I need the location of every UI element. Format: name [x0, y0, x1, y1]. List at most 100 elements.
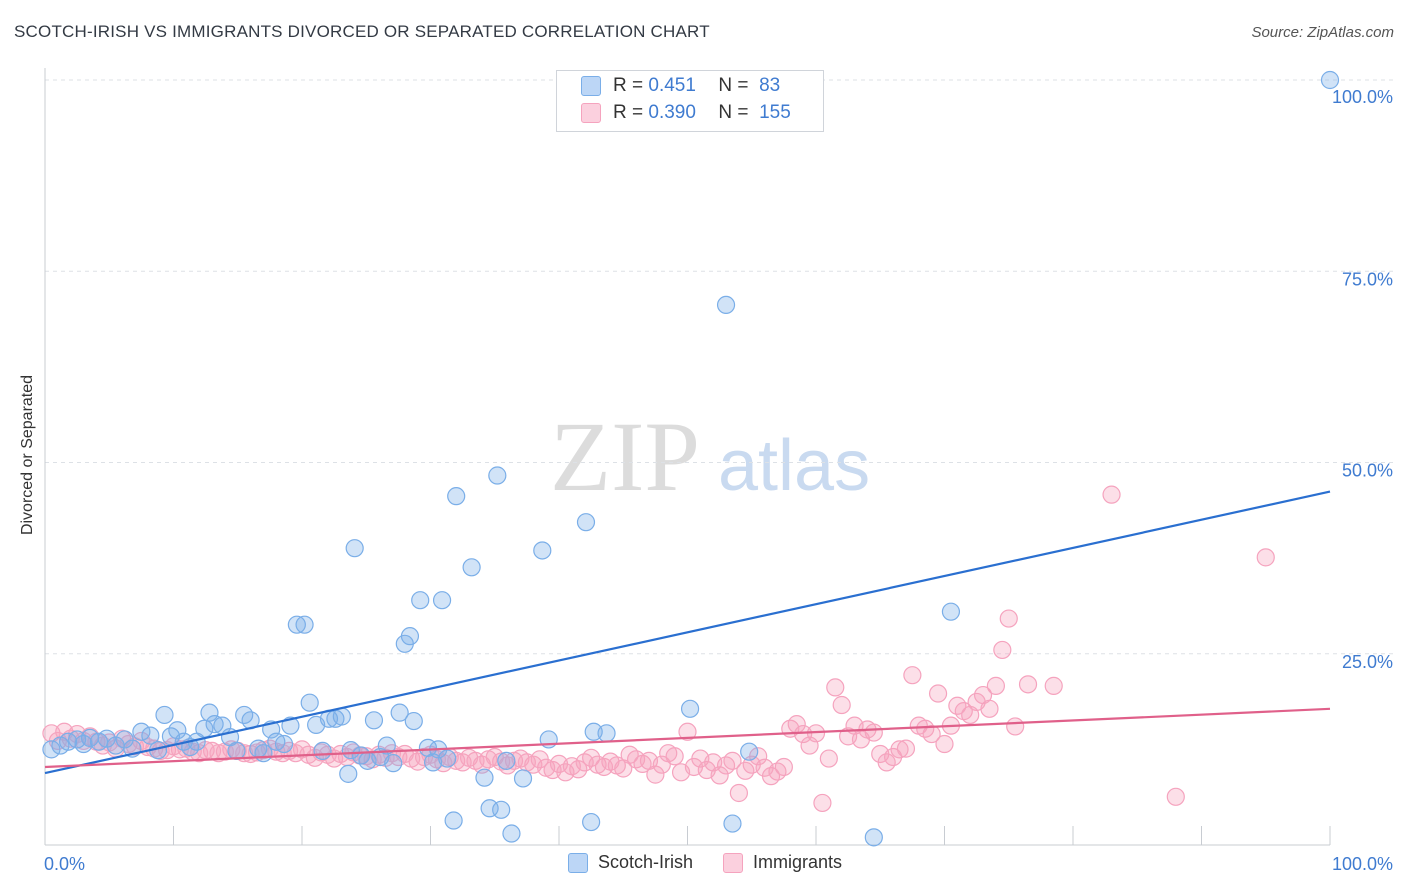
- point-scotch-irish: [411, 591, 430, 610]
- point-immigrants: [710, 766, 729, 785]
- chart-title: SCOTCH-IRISH VS IMMIGRANTS DIVORCED OR S…: [14, 22, 710, 41]
- point-scotch-irish: [438, 749, 457, 768]
- point-immigrants: [896, 739, 916, 758]
- point-immigrants: [935, 734, 954, 754]
- point-immigrants: [678, 722, 697, 741]
- point-scotch-irish: [680, 699, 700, 718]
- trend-lines: [44, 490, 1331, 775]
- legend-row-immigrants: R = 0.390 N = 155: [581, 100, 791, 126]
- series-scotch-irish: [42, 70, 1340, 847]
- point-immigrants: [993, 640, 1012, 660]
- swatch-scotch-irish: [581, 76, 601, 96]
- n-value: 83: [759, 75, 781, 96]
- point-scotch-irish: [390, 703, 409, 722]
- point-immigrants: [774, 757, 793, 777]
- r-label: R =: [613, 102, 644, 123]
- point-immigrants: [729, 783, 749, 803]
- point-scotch-irish: [227, 741, 246, 761]
- point-immigrants: [749, 747, 768, 766]
- point-scotch-irish: [513, 769, 533, 788]
- point-scotch-irish: [313, 741, 332, 761]
- point-scotch-irish: [364, 711, 384, 730]
- point-scotch-irish: [462, 558, 481, 577]
- point-scotch-irish: [480, 799, 499, 818]
- point-scotch-irish: [332, 707, 351, 726]
- x-tick-label: 0.0%: [44, 854, 85, 874]
- point-scotch-irish: [287, 615, 306, 634]
- point-immigrants: [665, 747, 684, 766]
- point-scotch-irish: [384, 754, 403, 773]
- point-immigrants: [1256, 548, 1275, 567]
- point-immigrants: [716, 756, 736, 775]
- n-value: 155: [759, 102, 791, 123]
- point-scotch-irish: [115, 730, 134, 749]
- point-scotch-irish: [200, 703, 219, 722]
- n-label: N =: [718, 102, 749, 123]
- point-scotch-irish: [404, 711, 423, 731]
- point-immigrants: [826, 678, 845, 697]
- point-scotch-irish: [168, 721, 187, 740]
- point-immigrants: [1018, 675, 1038, 694]
- point-immigrants: [582, 748, 601, 767]
- point-scotch-irish: [345, 539, 364, 558]
- point-immigrants: [761, 767, 781, 786]
- axes: [44, 68, 1331, 846]
- tick-labels: 25.0% 50.0% 75.0% 100.0% 0.0% 100.0%: [44, 87, 1393, 874]
- point-immigrants: [1102, 485, 1121, 504]
- point-immigrants: [890, 740, 909, 759]
- point-immigrants: [1006, 717, 1025, 736]
- point-immigrants: [646, 765, 665, 784]
- point-scotch-irish: [205, 715, 224, 734]
- series-immigrants: [42, 485, 1275, 813]
- n-label: N =: [718, 75, 749, 96]
- point-immigrants: [980, 699, 999, 718]
- point-scotch-irish: [274, 734, 294, 754]
- point-scotch-irish: [432, 591, 452, 610]
- point-immigrants: [620, 745, 639, 764]
- source-label: Source: ZipAtlas.com: [1251, 24, 1394, 41]
- swatch-immigrants: [723, 852, 744, 873]
- point-scotch-irish: [1320, 70, 1340, 90]
- point-scotch-irish: [155, 705, 174, 725]
- point-immigrants: [986, 676, 1006, 695]
- point-immigrants: [922, 724, 941, 744]
- point-immigrants: [813, 793, 832, 813]
- point-scotch-irish: [488, 466, 507, 485]
- point-scotch-irish: [740, 742, 759, 761]
- point-scotch-irish: [132, 722, 151, 741]
- point-scotch-irish: [42, 740, 61, 759]
- point-scotch-irish: [941, 602, 961, 621]
- point-scotch-irish: [300, 693, 319, 712]
- point-immigrants: [832, 695, 851, 715]
- point-immigrants: [864, 723, 883, 742]
- point-immigrants: [999, 609, 1018, 628]
- point-immigrants: [652, 755, 671, 774]
- trend-line-scotch-irish: [44, 490, 1331, 775]
- r-label: R =: [613, 75, 644, 96]
- legend-stats: R = 0.451 N = 83 R = 0.390 N = 155: [556, 70, 824, 132]
- point-scotch-irish: [576, 513, 596, 532]
- legend-item-immigrants[interactable]: Immigrants: [723, 852, 842, 873]
- point-immigrants: [903, 666, 922, 685]
- x-tick-label: 100.0%: [1332, 854, 1393, 874]
- point-scotch-irish: [502, 824, 521, 843]
- y-tick-label: 50.0%: [1342, 461, 1393, 481]
- point-scotch-irish: [339, 764, 358, 783]
- trend-line-immigrants: [44, 707, 1331, 769]
- r-value: 0.451: [648, 75, 696, 96]
- point-scotch-irish: [295, 615, 314, 634]
- point-immigrants: [723, 751, 742, 770]
- point-scotch-irish: [444, 811, 463, 830]
- legend-item-scotch-irish[interactable]: Scotch-Irish: [568, 852, 693, 873]
- point-immigrants: [1166, 787, 1185, 806]
- watermark-atlas: atlas: [718, 426, 870, 506]
- legend-label: Immigrants: [753, 852, 843, 872]
- point-scotch-irish: [497, 751, 516, 770]
- point-scotch-irish: [582, 812, 601, 832]
- point-immigrants: [768, 762, 787, 781]
- point-immigrants: [928, 684, 948, 703]
- point-scotch-irish: [864, 828, 883, 847]
- point-scotch-irish: [723, 814, 742, 833]
- watermark: ZIP atlas: [550, 401, 870, 512]
